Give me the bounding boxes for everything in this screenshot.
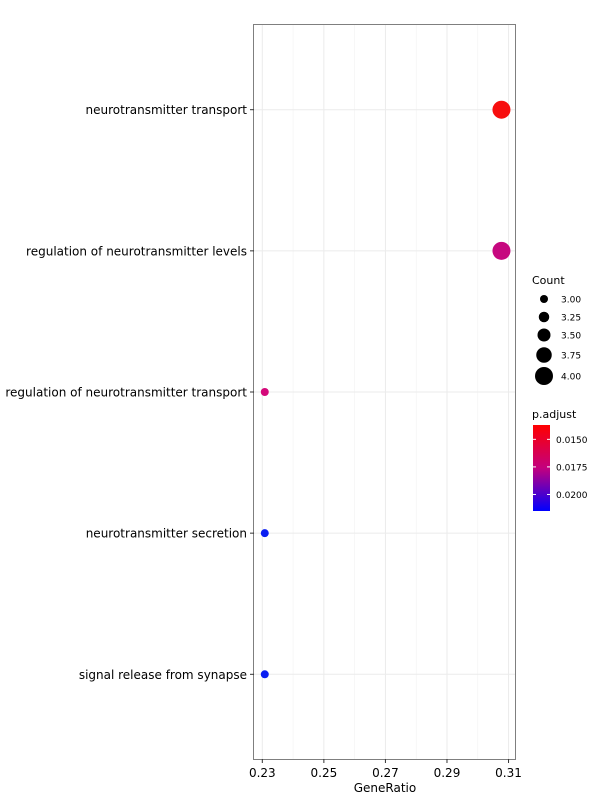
- x-tick-label: 0.27: [372, 766, 399, 780]
- count-legend-key: [538, 311, 550, 323]
- count-legend-key: [536, 347, 552, 363]
- padjust-legend: p.adjust 0.0150 0.0175 0.0200: [532, 408, 588, 511]
- x-tick-label: 0.23: [249, 766, 276, 780]
- count-legend-label: 4.00: [561, 373, 581, 383]
- padjust-tick-label: 0.0200: [556, 491, 588, 501]
- y-tick-label: neurotransmitter transport: [86, 103, 248, 117]
- grid-lines: [254, 25, 515, 759]
- x-tick-label: 0.29: [434, 766, 461, 780]
- data-points: [260, 100, 511, 679]
- count-legend-key: [540, 295, 548, 303]
- y-tick-label: regulation of neurotransmitter transport: [5, 386, 247, 400]
- data-point: [260, 388, 269, 396]
- y-tick-label: neurotransmitter secretion: [86, 527, 247, 541]
- padjust-colorbar: [533, 425, 550, 511]
- count-legend-key: [537, 328, 551, 342]
- data-point: [492, 241, 511, 260]
- y-tick-label: regulation of neurotransmitter levels: [26, 244, 247, 258]
- x-axis-title: GeneRatio: [354, 781, 416, 795]
- padjust-tick-label: 0.0150: [556, 436, 588, 446]
- count-legend-title: Count: [532, 274, 565, 287]
- x-tick-label: 0.25: [311, 766, 338, 780]
- data-point: [492, 100, 511, 119]
- count-legend-label: 3.25: [561, 314, 581, 324]
- y-tick-label: signal release from synapse: [79, 668, 247, 682]
- data-point: [260, 670, 269, 679]
- x-tick-label: 0.31: [495, 766, 522, 780]
- count-legend: Count 3.00 3.25 3.50 3.75 4.00: [532, 274, 581, 385]
- count-legend-label: 3.50: [561, 332, 581, 342]
- count-legend-label: 3.75: [561, 352, 581, 362]
- y-axis: neurotransmitter transport regulation of …: [5, 103, 254, 682]
- data-point: [260, 529, 269, 538]
- count-legend-label: 3.00: [561, 296, 581, 306]
- x-axis: 0.23 0.25 0.27 0.29 0.31: [249, 759, 522, 780]
- count-legend-key: [535, 367, 553, 385]
- padjust-tick-label: 0.0175: [556, 463, 588, 473]
- padjust-legend-title: p.adjust: [532, 408, 577, 421]
